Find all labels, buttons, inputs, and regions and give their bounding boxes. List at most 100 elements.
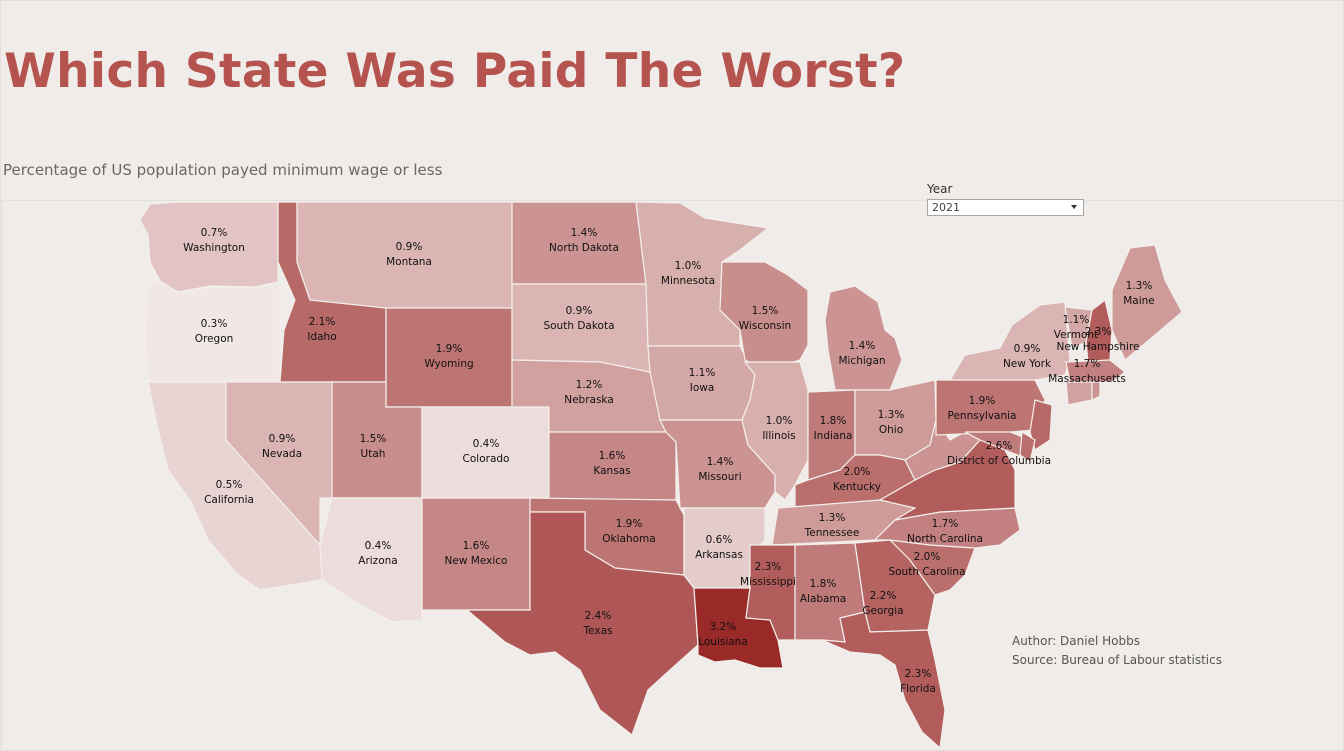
state-name-label: New York	[1003, 358, 1052, 370]
state-name-label: Nevada	[262, 448, 302, 460]
state-value-label: 1.5%	[360, 433, 387, 445]
state-name-label: Nebraska	[564, 394, 614, 406]
state-name-label: Pennsylvania	[948, 410, 1017, 422]
state-name-label: Alabama	[800, 593, 846, 605]
state-name-label: Kentucky	[833, 481, 881, 493]
state-value-label: 0.9%	[566, 305, 593, 317]
state-value-label: 2.4%	[585, 610, 612, 622]
state-value-label: 1.1%	[1063, 314, 1090, 326]
state-oregon[interactable]	[144, 281, 281, 383]
state-value-label: 3.2%	[710, 621, 737, 633]
state-value-label: 1.9%	[616, 518, 643, 530]
state-name-label: Tennessee	[804, 527, 860, 539]
state-name-label: Idaho	[307, 331, 336, 343]
state-rhode-island[interactable]	[1091, 381, 1101, 401]
state-name-label: New Mexico	[445, 555, 508, 567]
state-florida[interactable]	[821, 611, 946, 750]
state-value-label: 1.3%	[878, 409, 905, 421]
state-value-label: 1.9%	[969, 395, 996, 407]
state-value-label: 1.2%	[576, 379, 603, 391]
state-value-label: 1.9%	[436, 343, 463, 355]
state-illinois[interactable]	[741, 361, 809, 501]
state-value-label: 0.9%	[1014, 343, 1041, 355]
state-michigan[interactable]	[824, 285, 903, 391]
state-name-label: Kansas	[593, 465, 630, 477]
state-value-label: 0.6%	[706, 534, 733, 546]
state-name-label: Missouri	[698, 471, 741, 483]
state-name-label: North Carolina	[907, 533, 983, 545]
chevron-down-icon[interactable]	[1071, 205, 1077, 209]
state-value-label: 0.9%	[396, 241, 423, 253]
state-value-label: 1.6%	[463, 540, 490, 552]
state-maine[interactable]	[1111, 244, 1183, 361]
state-name-label: Louisiana	[698, 636, 748, 648]
state-name-label: Iowa	[690, 382, 715, 394]
state-value-label: 2.2%	[870, 590, 897, 602]
state-name-label: Michigan	[838, 355, 885, 367]
state-value-label: 0.4%	[365, 540, 392, 552]
state-new-jersey[interactable]	[1029, 399, 1053, 451]
state-value-label: 0.5%	[216, 479, 243, 491]
state-value-label: 1.4%	[849, 340, 876, 352]
year-dropdown[interactable]: 2021	[927, 199, 1084, 216]
state-value-label: 1.6%	[599, 450, 626, 462]
state-name-label: Oklahoma	[602, 533, 655, 545]
state-value-label: 2.1%	[309, 316, 336, 328]
state-value-label: 1.4%	[707, 456, 734, 468]
source-credit: Source: Bureau of Labour statistics	[1012, 653, 1222, 667]
state-montana[interactable]	[296, 201, 513, 309]
state-name-label: Minnesota	[661, 275, 715, 287]
state-value-label: 1.1%	[689, 367, 716, 379]
state-value-label: 0.3%	[201, 318, 228, 330]
state-value-label: 1.0%	[675, 260, 702, 272]
state-kansas[interactable]	[548, 431, 677, 501]
state-value-label: 1.7%	[1074, 358, 1101, 370]
state-name-label: Vermont	[1054, 329, 1098, 341]
state-name-label: Maine	[1123, 295, 1155, 307]
state-name-label: District of Columbia	[947, 455, 1051, 467]
state-name-label: Texas	[582, 625, 612, 637]
state-name-label: Washington	[183, 242, 245, 254]
state-value-label: 0.4%	[473, 438, 500, 450]
state-name-label: Florida	[900, 683, 936, 695]
state-name-label: California	[204, 494, 254, 506]
state-name-label: Massachusetts	[1048, 373, 1126, 385]
state-value-label: 2.3%	[905, 668, 932, 680]
state-value-label: 1.8%	[820, 415, 847, 427]
state-name-label: Montana	[386, 256, 432, 268]
state-wisconsin[interactable]	[719, 261, 809, 371]
state-name-label: North Dakota	[549, 242, 619, 254]
author-credit: Author: Daniel Hobbs	[1012, 634, 1140, 648]
state-name-label: Indiana	[814, 430, 853, 442]
state-connecticut[interactable]	[1065, 381, 1093, 406]
state-value-label: 2.0%	[914, 551, 941, 563]
state-name-label: Wisconsin	[739, 320, 791, 332]
state-value-label: 0.9%	[269, 433, 296, 445]
page-subtitle: Percentage of US population payed minimu…	[3, 161, 443, 179]
state-value-label: 2.0%	[844, 466, 871, 478]
page-title: Which State Was Paid The Worst?	[4, 44, 906, 99]
state-name-label: Georgia	[862, 605, 903, 617]
state-name-label: Utah	[361, 448, 386, 460]
state-name-label: Wyoming	[424, 358, 473, 370]
state-value-label: 2.6%	[986, 440, 1013, 452]
state-value-label: 1.3%	[819, 512, 846, 524]
state-new-mexico[interactable]	[421, 497, 531, 611]
state-pennsylvania[interactable]	[935, 379, 1046, 436]
state-value-label: 2.3%	[755, 561, 782, 573]
state-name-label: Arkansas	[695, 549, 743, 561]
year-dropdown-value: 2021	[932, 201, 960, 214]
state-name-label: Ohio	[879, 424, 903, 436]
state-new-york[interactable]	[948, 301, 1071, 381]
state-name-label: South Carolina	[888, 566, 965, 578]
state-value-label: 1.7%	[932, 518, 959, 530]
state-texas[interactable]	[465, 511, 699, 736]
state-delaware[interactable]	[1019, 430, 1036, 464]
state-name-label: Oregon	[195, 333, 234, 345]
state-massachusetts[interactable]	[1065, 359, 1126, 383]
credits: Author: Daniel Hobbs Source: Bureau of L…	[1012, 632, 1222, 670]
year-filter-label: Year	[927, 182, 953, 196]
map-frame	[2, 200, 1343, 749]
state-value-label: 1.0%	[766, 415, 793, 427]
